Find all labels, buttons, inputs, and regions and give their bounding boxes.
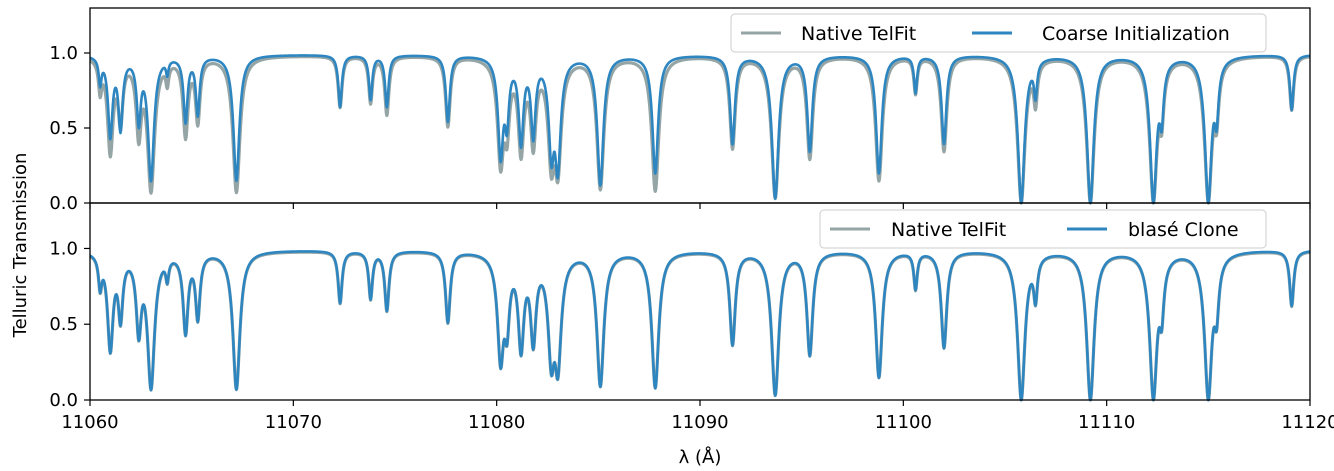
top-curves (88, 54, 1312, 205)
bottom-legend-box (819, 209, 1267, 249)
top-legend: Native TelFit Coarse Initialization (730, 13, 1267, 53)
bottom-y-ticks: 0.0 0.5 1.0 (49, 238, 90, 411)
bottom-panel: 0.0 0.5 1.0 11060 11070 11080 11090 11100 11110… (49, 202, 1334, 433)
top-x-ticks (89, 203, 1311, 209)
x-axis-label: λ (Å) (679, 446, 722, 468)
top-y-ticks: 0.0 0.5 1.0 (49, 43, 90, 214)
bottom-x-tick-label: 11090 (671, 412, 728, 433)
bottom-x-ticks: 11060 11070 11080 11090 11100 11110 11120 (61, 400, 1334, 433)
bottom-x-tick-label: 11100 (875, 412, 932, 433)
bottom-legend: Native TelFit blasé Clone (819, 209, 1267, 249)
top-y-tick-label: 0.0 (49, 193, 78, 214)
bottom-y-tick-label: 0.0 (49, 390, 78, 411)
top-legend-model-label: Coarse Initialization (1042, 23, 1230, 45)
top-legend-native-label: Native TelFit (801, 23, 916, 45)
top-panel: 0.0 0.5 1.0 Native TelFit Coarse Initializ… (49, 7, 1312, 214)
bottom-x-tick-label: 11120 (1281, 412, 1334, 433)
bottom-y-tick-label: 1.0 (49, 238, 78, 259)
bottom-x-tick-label: 11060 (61, 412, 118, 433)
bottom-x-tick-label: 11080 (468, 412, 525, 433)
top-native-telfit-line (88, 55, 1312, 205)
y-axis-label: Telluric Transmission (10, 153, 31, 339)
bottom-curves (88, 250, 1312, 402)
top-y-tick-label: 1.0 (49, 43, 78, 64)
bottom-native-telfit-line (88, 250, 1312, 402)
top-y-tick-label: 0.5 (49, 118, 78, 139)
top-model-line (89, 54, 1311, 205)
bottom-legend-model-label: blasé Clone (1128, 219, 1239, 241)
bottom-x-tick-label: 11110 (1078, 412, 1135, 433)
bottom-y-tick-label: 0.5 (49, 314, 78, 335)
bottom-x-tick-label: 11070 (265, 412, 322, 433)
bottom-model-line (89, 250, 1311, 402)
bottom-legend-native-label: Native TelFit (891, 219, 1006, 241)
